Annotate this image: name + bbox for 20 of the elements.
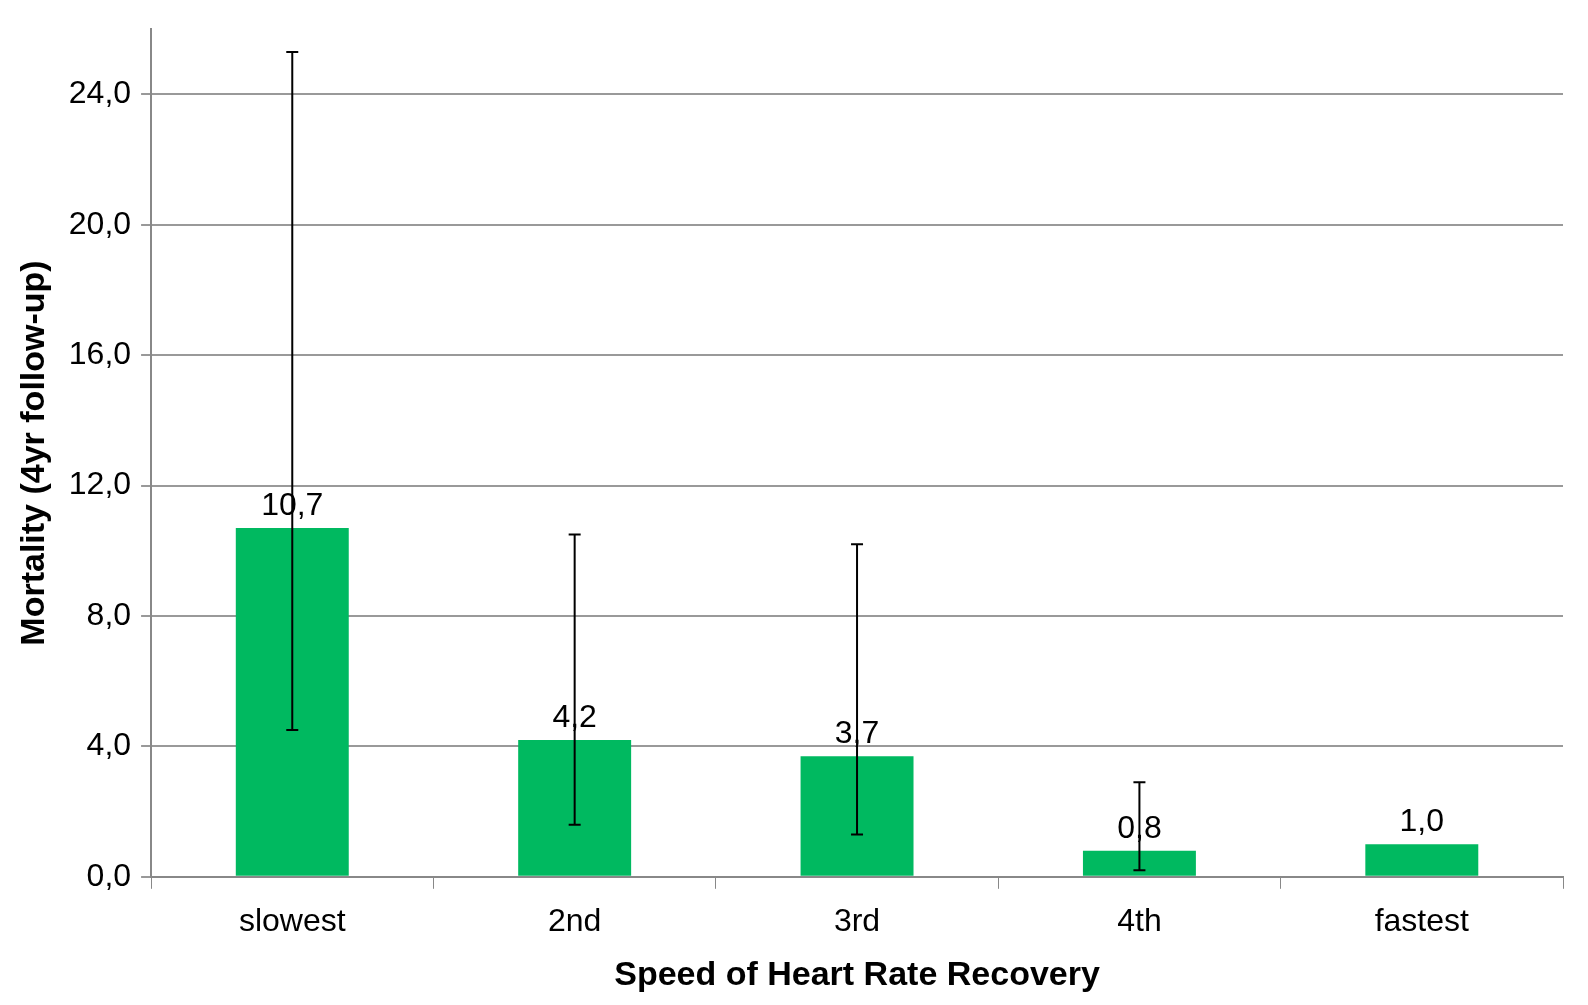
x-tick-label: 2nd: [547, 901, 602, 938]
y-tick-label: 16,0: [68, 335, 132, 372]
data-label: 1,0: [1399, 802, 1445, 839]
y-axis-title: Mortality (4yr follow-up): [12, 260, 51, 646]
x-tick-label: 3rd: [833, 901, 881, 938]
x-tick-label: slowest: [238, 901, 346, 938]
bar: [1365, 844, 1479, 876]
y-tick-label: 12,0: [68, 465, 132, 502]
bar: [1082, 850, 1196, 876]
y-tick-label: 0,0: [86, 856, 132, 893]
y-tick-label: 20,0: [68, 204, 132, 241]
bar: [518, 739, 632, 876]
x-tick-label: 4th: [1117, 901, 1162, 938]
x-axis-title: Speed of Heart Rate Recovery: [614, 953, 1100, 992]
y-tick-label: 24,0: [68, 74, 132, 111]
x-tick-label: fastest: [1374, 901, 1470, 938]
bar: [235, 527, 349, 876]
y-tick-label: 8,0: [86, 595, 132, 632]
bar: [800, 756, 914, 876]
y-tick-label: 4,0: [86, 726, 132, 763]
